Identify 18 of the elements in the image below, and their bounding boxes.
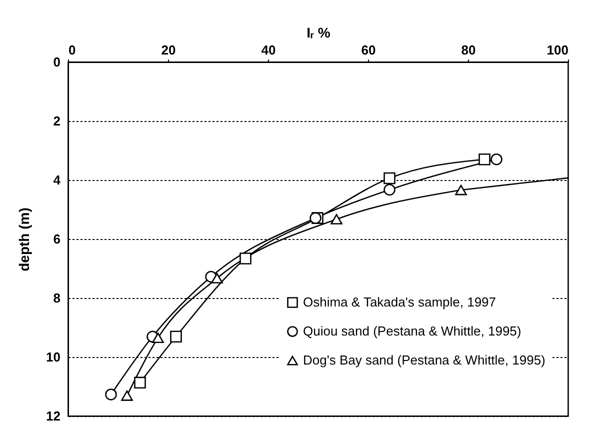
y-tick-label: 8 [53, 290, 60, 306]
legend-label: Dog's Bay sand (Pestana & Whittle, 1995) [303, 352, 546, 368]
y-tick-label: 4 [53, 172, 62, 188]
y-tick-label: 2 [53, 114, 60, 128]
x-tick-label: 40 [261, 42, 276, 58]
y-axis-title: depth (m) [16, 208, 32, 272]
y-tick-label: 10 [46, 350, 60, 364]
y-tick-label: 0 [53, 54, 60, 70]
legend-label: Quiou sand (Pestana & Whittle, 1995) [303, 324, 522, 338]
y-tick-label: 12 [46, 408, 60, 421]
y-tick-label: 6 [53, 232, 60, 246]
x-tick-label: 0 [68, 42, 76, 58]
x-axis-title: Iᵣ % [306, 24, 331, 40]
x-tick-label: 60 [361, 42, 376, 58]
x-tick-label: 20 [161, 42, 176, 58]
legend-label: Oshima & Takada's sample, 1997 [303, 294, 496, 310]
x-tick-label: 80 [461, 42, 476, 58]
x-tick-label: 100 [546, 42, 568, 58]
